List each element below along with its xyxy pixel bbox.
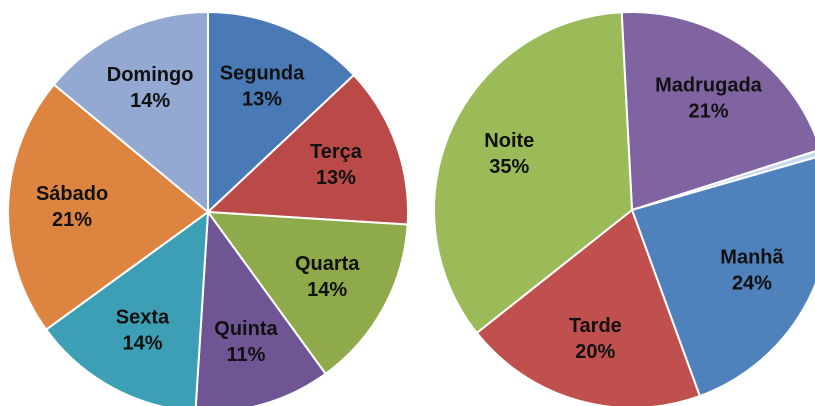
- pie-slice: [7, 83, 210, 331]
- slice-value: 13%: [316, 167, 356, 189]
- slice-value: 11%: [226, 344, 265, 366]
- pie-slice: [620, 11, 815, 212]
- pie-slice: [52, 10, 209, 215]
- slice-label: Sábado: [36, 183, 108, 205]
- slice-label: Noite: [484, 130, 534, 152]
- slice-value: 13%: [242, 88, 282, 110]
- slice-label: Quarta: [295, 253, 360, 275]
- pie-slice: [207, 10, 356, 215]
- slice-value: 14%: [122, 332, 162, 354]
- slice-label: Segunda: [220, 62, 305, 84]
- pie-slice: [44, 209, 210, 406]
- slice-value: 14%: [307, 279, 347, 301]
- slice-value: 24%: [732, 272, 772, 294]
- slice-value: 35%: [489, 156, 529, 178]
- slice-value: 14%: [130, 90, 170, 112]
- slice-label: Manhã: [720, 246, 784, 268]
- slice-label: Tarde: [569, 315, 622, 337]
- pie-slice: [630, 156, 815, 398]
- pie-slice: [631, 150, 815, 211]
- pie-slice: [205, 210, 409, 376]
- slice-label: Madrugada: [655, 74, 763, 96]
- pie-slice: [205, 73, 409, 226]
- slice-label: Terça: [310, 141, 363, 163]
- slice-value: 21%: [688, 100, 728, 122]
- pie-slice: [475, 208, 702, 406]
- slice-label: Domingo: [107, 64, 194, 86]
- pie-slice: [194, 209, 327, 406]
- pie-slice: [433, 11, 634, 335]
- slice-label: Quinta: [214, 318, 278, 340]
- slice-value: 21%: [52, 209, 92, 231]
- slice-label: Sexta: [116, 306, 170, 328]
- slice-value: 20%: [575, 341, 615, 363]
